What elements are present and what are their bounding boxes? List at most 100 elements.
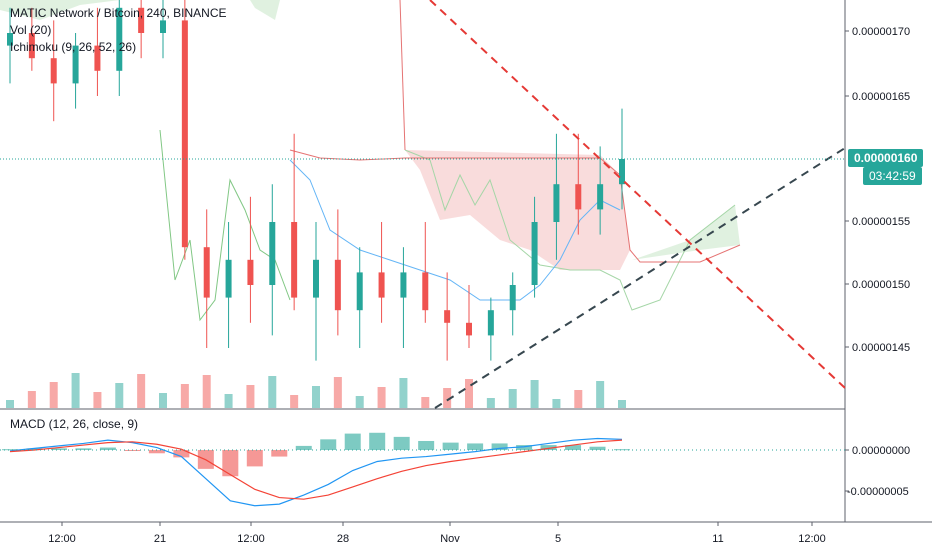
current-price-label: 0.00000160 [848,149,924,167]
time-tick-label: 28 [337,533,349,545]
macd-histogram-bar [516,445,533,450]
volume-bar [443,388,452,408]
time-tick-label: 21 [154,533,166,545]
macd-tick-label: 0.00000000 [852,445,910,457]
macd-histogram-bar [540,445,557,450]
candle-body [553,184,560,222]
candle-body [203,247,210,298]
price-tick-label: 0.00000170 [852,26,910,38]
macd-histogram-bar [418,440,435,450]
macd-histogram-bar [295,445,312,450]
ichimoku-cloud-bull [250,0,280,20]
candle-body [160,20,166,33]
volume-bar [290,395,299,408]
volume-bar [465,379,473,408]
volume-bar [71,373,80,408]
volume-bar [552,399,561,408]
candle-body [356,272,363,311]
volume-bar [618,400,626,408]
candle-body [269,222,276,285]
candle-body [597,184,604,210]
candle-body [466,322,472,336]
time-tick-label: 12:00 [237,533,265,545]
time-tick-label: 12:00 [798,533,826,545]
macd-histogram-bar [565,445,582,450]
macd-histogram-bar [246,450,263,467]
volume-bar [137,374,146,408]
ichimoku-cloud-bull [632,205,740,260]
macd-histogram-bar [442,442,459,450]
time-tick-label: 11 [712,533,723,545]
macd-histogram-bar [589,446,606,450]
candle-body [28,33,35,59]
volume-bar [377,387,386,408]
candle-body [72,45,79,84]
countdown-label: 03:42:59 [863,167,922,185]
ichimoku-cloud-bull [0,0,120,20]
volume-bar [574,390,583,408]
macd-histogram-bar [222,450,239,477]
macd-histogram-bar [614,449,630,451]
macd-histogram-bar [26,448,43,450]
ichimoku-span-a [404,149,736,311]
legend-ichimoku: Ichimoku (9, 26, 52, 26) [10,40,137,54]
volume-bar [6,400,14,408]
legend-volume: Vol (20) [10,23,52,37]
candle-body [575,184,582,210]
volume-bar [530,380,539,408]
volume-bar [159,393,167,408]
volume-bar [486,398,495,408]
candle-body [138,7,145,34]
downtrend-line [429,0,846,389]
macd-signal-line [9,439,623,500]
macd-histogram-bar [393,436,410,450]
macd-histogram-bar [491,443,508,450]
candle-body [422,272,429,311]
candle-body [94,45,101,71]
macd-histogram-bar [344,433,361,450]
candle-body [116,7,123,71]
macd-histogram-bar [369,432,386,450]
volume-bar [224,394,233,408]
macd-histogram-bar [75,448,92,450]
volume-bar [268,376,277,408]
volume-bar [399,378,408,408]
candle-body [378,272,385,298]
volume-bar [355,396,364,408]
candle-body [619,159,625,185]
volume-bar [93,392,102,408]
ichimoku-lagging-line [159,129,291,322]
candle-body [313,259,319,298]
legend-title: MATIC Network / Bitcoin, 240, BINANCE [10,6,227,20]
candle-body [400,272,407,298]
volume-bar [312,386,320,408]
ichimoku-span-b [399,0,406,151]
uptrend-line [434,147,846,409]
candle-body [291,222,298,298]
volume-bar [596,381,605,408]
candle-body [225,259,232,298]
candle-body [531,222,538,285]
volume-bar [115,383,124,408]
macd-histogram-bar [50,448,67,450]
macd-histogram-bar [2,449,18,451]
candle-body [509,285,516,311]
candle-body [181,20,188,248]
time-tick-label: Nov [440,533,460,545]
candle-body [487,310,494,336]
macd-tick-label: -0.00000005 [847,486,909,498]
macd-histogram-bar [271,450,288,457]
ichimoku-cloud-bear [405,150,630,270]
time-tick-label: 12:00 [48,533,76,545]
volume-bar [180,384,189,408]
volume-bar [333,377,342,408]
volume-bar [421,397,430,408]
macd-histogram-bar [173,450,190,458]
macd-histogram-bar [467,443,484,450]
volume-bar [508,389,517,408]
price-tick-label: 0.00000155 [852,216,910,228]
candle-body [444,310,451,323]
legend-macd: MACD (12, 26, close, 9) [10,417,139,431]
